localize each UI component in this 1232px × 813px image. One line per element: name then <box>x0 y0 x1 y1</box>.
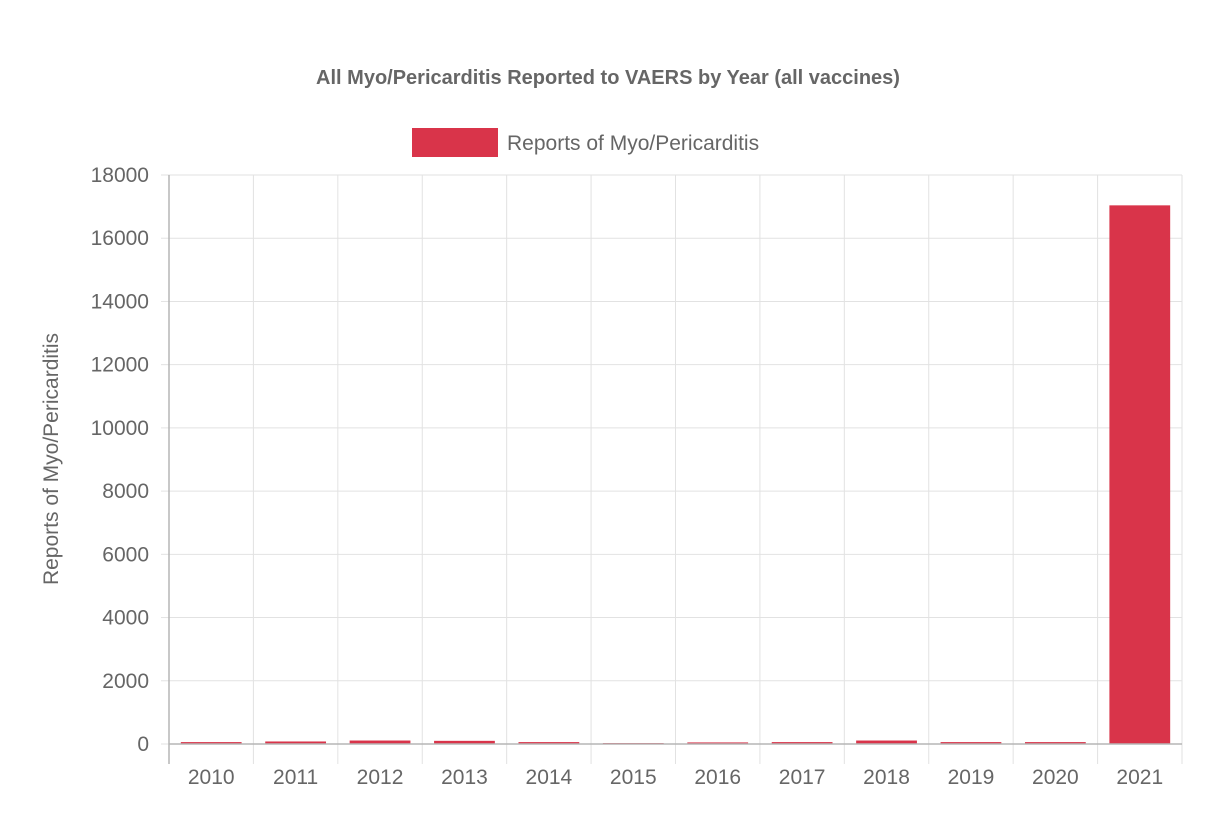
x-tick-label: 2018 <box>863 766 910 789</box>
x-tick-label: 2010 <box>188 766 235 789</box>
bar-2011[interactable] <box>265 741 327 744</box>
x-tick-label: 2012 <box>357 766 404 789</box>
x-tick-label: 2015 <box>610 766 657 789</box>
bar-2016[interactable] <box>687 742 749 744</box>
y-tick-label: 6000 <box>102 543 149 566</box>
x-tick-label: 2019 <box>948 766 995 789</box>
y-tick-label: 0 <box>137 733 149 756</box>
y-tick-label: 10000 <box>91 417 149 440</box>
bar-2020[interactable] <box>1024 742 1086 744</box>
y-axis-title: Reports of Myo/Pericarditis <box>40 333 63 585</box>
bar-2021[interactable] <box>1109 205 1171 744</box>
y-tick-label: 4000 <box>102 607 149 630</box>
bar-2014[interactable] <box>518 742 580 744</box>
legend-swatch <box>412 128 498 157</box>
x-tick-label: 2017 <box>779 766 826 789</box>
x-tick-label: 2013 <box>441 766 488 789</box>
y-tick-label: 18000 <box>91 164 149 187</box>
legend[interactable]: Reports of Myo/Pericarditis <box>412 128 759 157</box>
y-tick-label: 8000 <box>102 480 149 503</box>
y-tick-label: 14000 <box>91 290 149 313</box>
x-tick-label: 2021 <box>1116 766 1163 789</box>
x-tick-labels: 2010 2011 2012 2013 2014 2015 2016 2017 2018 2019… <box>188 766 1163 789</box>
bar-2018[interactable] <box>856 740 917 744</box>
y-tick-label: 12000 <box>91 354 149 377</box>
y-tick-label: 16000 <box>91 227 149 250</box>
legend-label: Reports of Myo/Pericarditis <box>507 132 759 155</box>
y-tick-labels: 0 2000 4000 6000 8000 10000 12000 14000 16000 180… <box>91 164 149 756</box>
y-tick-label: 2000 <box>102 670 149 693</box>
bar-2019[interactable] <box>940 742 1002 744</box>
bar-2013[interactable] <box>434 740 495 744</box>
chart-title: All Myo/Pericarditis Reported to VAERS b… <box>316 67 900 89</box>
bar-2012[interactable] <box>349 740 411 744</box>
bar-2010[interactable] <box>180 742 242 744</box>
grid-lines <box>169 174 1183 764</box>
bar-2017[interactable] <box>771 742 833 744</box>
x-tick-label: 2014 <box>526 766 573 789</box>
axes <box>161 174 1182 764</box>
x-tick-label: 2011 <box>273 766 318 789</box>
x-tick-label: 2020 <box>1032 766 1079 789</box>
x-tick-label: 2016 <box>694 766 741 789</box>
